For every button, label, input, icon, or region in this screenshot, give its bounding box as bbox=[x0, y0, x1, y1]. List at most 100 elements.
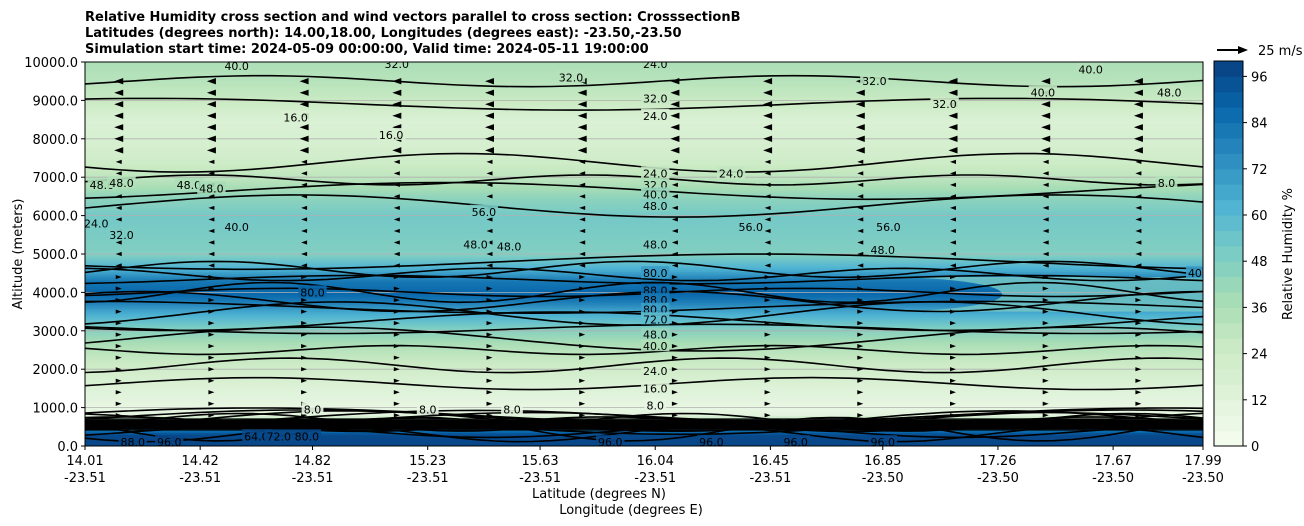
contour-label: 56.0 bbox=[472, 206, 497, 219]
wind-vector bbox=[1135, 309, 1142, 314]
humidity-band bbox=[85, 209, 1203, 213]
x-axis-label-latitude: Latitude (degrees N) bbox=[532, 487, 666, 502]
wind-vector bbox=[301, 355, 308, 360]
wind-vector bbox=[115, 401, 122, 406]
wind-vector bbox=[1042, 251, 1049, 257]
contour-label: 16.0 bbox=[283, 112, 308, 125]
humidity-band bbox=[85, 405, 1203, 409]
wind-vector bbox=[393, 228, 400, 234]
contour-label-bg bbox=[174, 177, 204, 190]
colorbar-segment bbox=[1214, 184, 1243, 201]
colorbar-segment bbox=[1214, 430, 1243, 447]
wind-vector bbox=[1135, 194, 1142, 199]
contour-label: 48.0 bbox=[1157, 87, 1182, 100]
wind-vector bbox=[764, 182, 771, 187]
wind-vector bbox=[949, 413, 956, 418]
wind-vector bbox=[1135, 378, 1142, 383]
wind-vector bbox=[1135, 240, 1142, 245]
wind-vector bbox=[857, 240, 864, 245]
wind-vector bbox=[208, 424, 215, 429]
colorbar-tick-label: 24 bbox=[1251, 348, 1268, 363]
wind-vector bbox=[1042, 263, 1049, 268]
wind-vector bbox=[949, 401, 956, 406]
humidity-band bbox=[85, 350, 1203, 353]
contour-label: 40.0 bbox=[224, 60, 249, 73]
wind-vector bbox=[299, 101, 309, 108]
wind-vector bbox=[763, 124, 773, 131]
colorbar-tick-label: 72 bbox=[1251, 163, 1268, 178]
wind-vector bbox=[1135, 217, 1142, 222]
contour-label: 88.0 bbox=[121, 436, 146, 449]
humidity-band bbox=[85, 152, 1203, 155]
contour-label: 32.0 bbox=[862, 75, 887, 88]
contour-label: 8.0 bbox=[304, 404, 322, 417]
wind-vector bbox=[857, 355, 864, 360]
x-tick-longitude: -23.51 bbox=[634, 471, 676, 486]
x-tick-latitude: 14.42 bbox=[182, 454, 219, 469]
contour-label-bg bbox=[868, 435, 897, 446]
contour-label-bg bbox=[382, 62, 412, 69]
colorbar-segment bbox=[1214, 276, 1243, 293]
wind-vector bbox=[392, 78, 402, 85]
y-tick-label: 5000.0 bbox=[33, 248, 79, 263]
wind-vector bbox=[579, 332, 586, 337]
humidity-band bbox=[85, 158, 1203, 161]
wind-vector bbox=[857, 309, 864, 314]
wind-vector bbox=[486, 171, 493, 176]
contour-label: 48.0 bbox=[199, 183, 224, 196]
x-tick-longitude: -23.51 bbox=[179, 471, 221, 486]
wind-vector bbox=[579, 413, 586, 418]
wind-vector bbox=[486, 332, 493, 337]
contour-label-bg bbox=[242, 429, 271, 442]
contour-label: 24.0 bbox=[643, 110, 668, 123]
wind-vector bbox=[208, 309, 215, 314]
contour-label: 8.0 bbox=[646, 400, 664, 413]
contour-label-bg bbox=[301, 402, 324, 415]
wind-vector bbox=[579, 263, 586, 268]
wind-vector bbox=[948, 135, 958, 142]
wind-vector bbox=[486, 390, 493, 395]
wind-vector bbox=[579, 344, 586, 349]
wind-vector bbox=[206, 89, 216, 96]
wind-vector bbox=[579, 274, 586, 280]
humidity-band bbox=[85, 278, 1203, 282]
wind-vector bbox=[115, 263, 122, 268]
wind-vector bbox=[208, 355, 215, 360]
wind-vector bbox=[763, 89, 773, 96]
wind-vector bbox=[949, 182, 956, 187]
contour-label-bg bbox=[197, 181, 226, 194]
wind-vector bbox=[1135, 355, 1142, 360]
colorbar-tick-label: 36 bbox=[1251, 301, 1268, 316]
wind-vector bbox=[857, 194, 864, 199]
wind-vector bbox=[1135, 367, 1142, 372]
wind-vector bbox=[115, 251, 122, 257]
wind-vector bbox=[671, 251, 678, 257]
contour-label: 40.0 bbox=[1078, 64, 1103, 77]
contour-label: 96.0 bbox=[699, 436, 724, 449]
wind-vector bbox=[764, 286, 771, 291]
x-tick-latitude: 15.63 bbox=[521, 454, 558, 469]
plot-area: 40.0 32.0 24.032.0 32.032.0 32.040.040.048.0… bbox=[85, 60, 1203, 449]
wind-vector bbox=[764, 297, 771, 303]
humidity-band bbox=[85, 227, 1203, 230]
wind-vector bbox=[1135, 297, 1142, 303]
humidity-band bbox=[85, 378, 1203, 382]
x-tick-latitude: 14.82 bbox=[294, 454, 331, 469]
y-tick-label: 3000.0 bbox=[33, 325, 79, 340]
wind-vector bbox=[764, 205, 771, 211]
humidity-band bbox=[85, 407, 1203, 411]
humidity-band bbox=[85, 440, 1203, 443]
wind-vector bbox=[579, 390, 586, 395]
contour-label: 40.0 bbox=[643, 188, 668, 201]
humidity-band bbox=[85, 159, 1203, 163]
wind-vector bbox=[949, 424, 956, 429]
wind-vector bbox=[671, 321, 678, 326]
x-tick-longitude: -23.50 bbox=[1092, 471, 1134, 486]
wind-vector bbox=[301, 332, 308, 337]
wind-vector bbox=[764, 344, 771, 349]
wind-vector bbox=[949, 159, 956, 164]
wind-vector bbox=[299, 135, 309, 142]
wind-vector bbox=[393, 378, 400, 383]
contour-label: 32.0 bbox=[559, 71, 584, 84]
wind-vector bbox=[301, 217, 308, 222]
